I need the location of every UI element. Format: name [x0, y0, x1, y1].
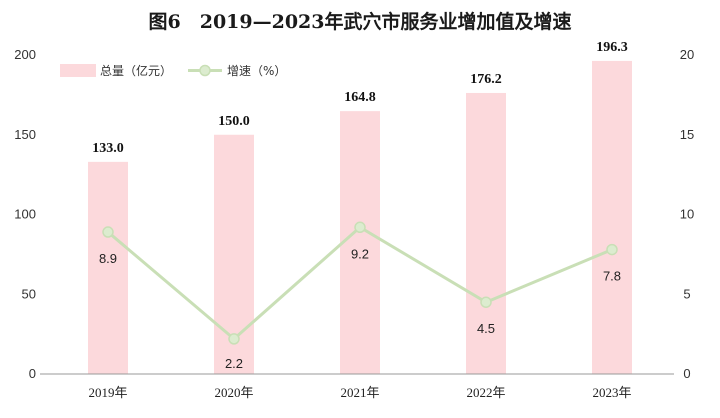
left-axis-tick-labels: 0 50 100 150 200: [14, 47, 36, 381]
bar: [466, 92, 506, 374]
legend-swatch-marker: [199, 64, 211, 77]
legend-swatch-bar: [60, 64, 96, 77]
bar-value-label: 176.2: [470, 72, 502, 87]
line-point: [102, 226, 114, 238]
line-point-labels: 8.9 2.2 9.2 4.5 7.8: [99, 246, 621, 371]
bar-value-labels: 133.0 150.0 164.8 176.2 196.3: [92, 40, 628, 156]
x-tick-label: 2021年: [340, 385, 379, 400]
legend-label-bar: 总量（亿元）: [100, 63, 172, 78]
right-tick-label: 20: [680, 47, 694, 62]
line-point: [480, 296, 492, 308]
bar-value-label: 150.0: [218, 114, 250, 129]
bar-value-label: 196.3: [596, 40, 628, 55]
legend: 总量（亿元） 增速（%）: [60, 63, 286, 78]
right-axis-tick-labels: 0 5 10 15 20: [680, 47, 694, 381]
line-point-label: 8.9: [99, 251, 117, 266]
bar: [592, 60, 632, 375]
left-tick-label: 200: [14, 47, 36, 62]
right-tick-label: 10: [680, 207, 694, 222]
line-series: [102, 221, 618, 345]
line-point-label: 4.5: [477, 321, 495, 336]
x-tick-label: 2023年: [592, 385, 631, 400]
left-tick-label: 50: [22, 286, 36, 301]
bar-value-label: 133.0: [92, 141, 124, 156]
line-point-label: 2.2: [225, 356, 243, 371]
left-tick-label: 100: [14, 207, 36, 222]
line-point: [228, 333, 240, 345]
left-tick-label: 150: [14, 127, 36, 142]
bar: [88, 161, 128, 374]
line-point-label: 7.8: [603, 269, 621, 284]
line-point: [606, 243, 618, 256]
right-tick-label: 5: [683, 286, 690, 301]
line-point: [354, 221, 366, 234]
bar-value-label: 164.8: [344, 90, 376, 105]
x-axis-tick-labels: 2019年 2020年 2021年 2022年 2023年: [88, 385, 631, 400]
chart-title: 图6 2019—2023年武穴市服务业增加值及增速: [149, 10, 572, 33]
bar-series: [88, 60, 632, 375]
right-tick-label: 0: [683, 366, 690, 381]
right-tick-label: 15: [680, 127, 694, 142]
x-tick-label: 2020年: [214, 385, 253, 400]
line-point-label: 9.2: [351, 246, 369, 261]
left-tick-label: 0: [29, 366, 36, 381]
legend-label-line: 增速（%）: [227, 64, 286, 78]
bar: [340, 111, 380, 375]
x-tick-label: 2019年: [88, 385, 127, 400]
x-tick-label: 2022年: [466, 385, 505, 400]
